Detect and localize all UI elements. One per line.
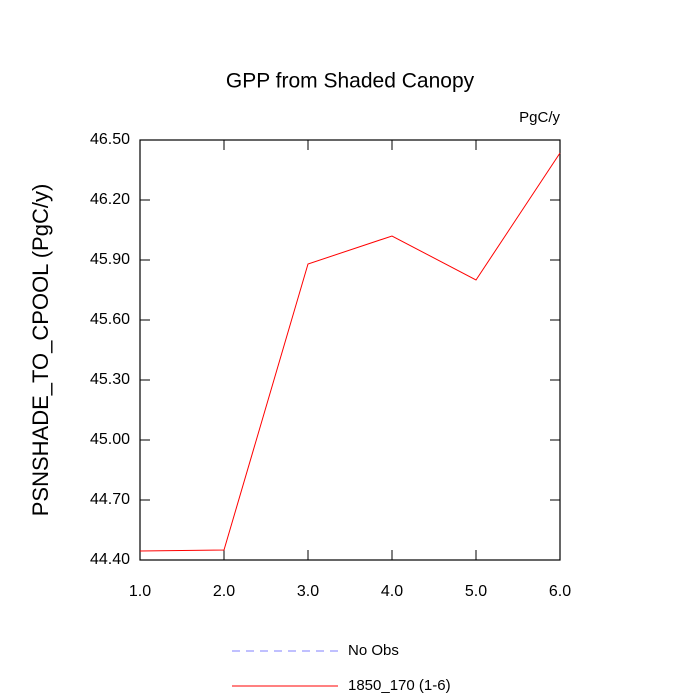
x-tick-label: 4.0: [381, 583, 403, 600]
x-tick-label: 3.0: [297, 583, 319, 600]
x-tick-label: 1.0: [129, 583, 151, 600]
y-tick-label: 45.30: [90, 371, 130, 388]
y-tick-label: 45.90: [90, 251, 130, 268]
legend-label: 1850_170 (1-6): [348, 677, 451, 694]
x-tick-label: 2.0: [213, 583, 235, 600]
y-axis-label: PSNSHADE_TO_CPOOL (PgC/y): [28, 184, 53, 517]
chart-title: GPP from Shaded Canopy: [226, 70, 475, 93]
series-line: [139, 152, 561, 552]
y-tick-label: 44.40: [90, 551, 130, 568]
y-tick-label: 45.60: [90, 311, 130, 328]
y-tick-label: 45.00: [90, 431, 130, 448]
y-tick-label: 44.70: [90, 491, 130, 508]
y-tick-label: 46.50: [90, 131, 130, 148]
units-label: PgC/y: [519, 109, 560, 126]
legend-label: No Obs: [348, 642, 399, 659]
y-tick-label: 46.20: [90, 191, 130, 208]
x-tick-label: 5.0: [465, 583, 487, 600]
plot-frame: [139, 139, 561, 561]
x-tick-label: 6.0: [549, 583, 571, 600]
